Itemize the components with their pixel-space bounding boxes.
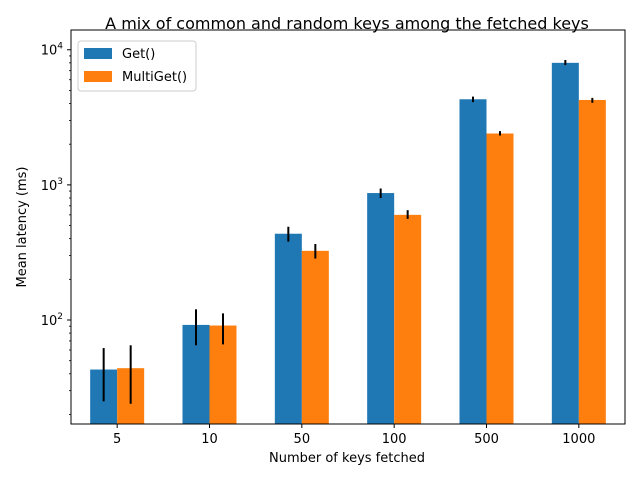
bar-multiget-1000 <box>578 99 606 425</box>
x-tick-label: 5 <box>113 432 121 447</box>
x-tick-label: 100 <box>382 432 407 447</box>
legend-swatch-multiget <box>84 71 112 82</box>
y-tick-label: 103 <box>41 177 63 194</box>
y-tick-label: 104 <box>41 42 64 59</box>
x-axis-ticks: 5 10 50 100 500 1000 <box>113 424 595 447</box>
bar-get-1000 <box>551 62 579 424</box>
y-axis-ticks: 102 103 104 <box>41 42 71 415</box>
chart-title: A mix of common and random keys among th… <box>105 14 589 33</box>
y-tick-label: 102 <box>41 312 63 329</box>
bar-get-100 <box>367 193 395 424</box>
x-tick-label: 1000 <box>562 432 595 447</box>
bar-multiget-100 <box>394 214 422 424</box>
bar-get-500 <box>459 99 487 425</box>
bars <box>90 62 606 425</box>
legend-label-get: Get() <box>122 47 155 62</box>
legend: Get() MultiGet() <box>77 40 197 92</box>
bar-get-50 <box>274 233 302 424</box>
plot-frame <box>70 29 626 425</box>
bar-multiget-50 <box>301 250 329 424</box>
legend-label-multiget: MultiGet() <box>122 70 187 85</box>
error-bars <box>102 59 594 404</box>
x-tick-label: 50 <box>294 432 311 447</box>
bar-multiget-500 <box>486 133 514 425</box>
legend-swatch-get <box>84 48 112 59</box>
x-axis-label: Number of keys fetched <box>269 451 425 466</box>
y-axis-label: Mean latency (ms) <box>15 166 30 287</box>
x-tick-label: 500 <box>474 432 499 447</box>
x-tick-label: 10 <box>201 432 218 447</box>
